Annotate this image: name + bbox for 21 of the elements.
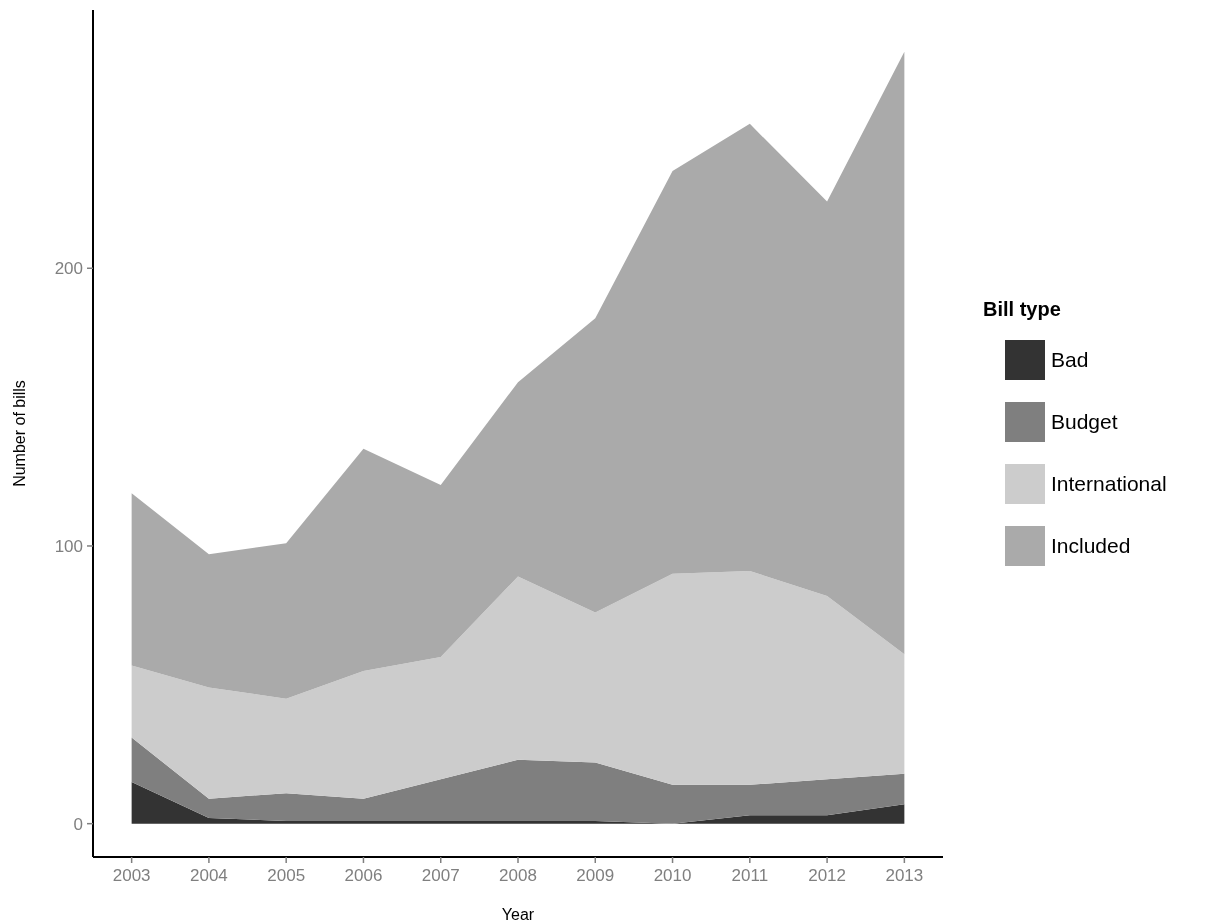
legend-label: Included xyxy=(1051,534,1131,558)
x-tick-label: 2005 xyxy=(267,866,306,885)
legend-label: International xyxy=(1051,472,1167,496)
y-tick-label: 100 xyxy=(54,536,83,556)
legend-label: Budget xyxy=(1051,410,1118,434)
y-tick-label: 0 xyxy=(73,814,83,834)
legend-title: Bill type xyxy=(983,298,1061,320)
x-tick-label: 2011 xyxy=(731,866,769,885)
x-tick-label: 2008 xyxy=(499,866,537,885)
x-tick-label: 2012 xyxy=(808,866,846,885)
y-axis-title: Number of bills xyxy=(11,380,28,487)
x-tick-label: 2010 xyxy=(653,866,692,885)
x-tick-label: 2004 xyxy=(190,866,228,885)
x-tick-label: 2009 xyxy=(576,866,615,885)
x-tick-label: 2007 xyxy=(421,866,460,885)
x-tick-label: 2013 xyxy=(885,866,924,885)
x-axis-title: Year xyxy=(501,906,535,923)
x-tick-label: 2003 xyxy=(112,866,151,885)
legend-label: Bad xyxy=(1051,348,1089,372)
x-tick-label: 2006 xyxy=(344,866,383,885)
y-tick-label: 200 xyxy=(54,259,83,279)
